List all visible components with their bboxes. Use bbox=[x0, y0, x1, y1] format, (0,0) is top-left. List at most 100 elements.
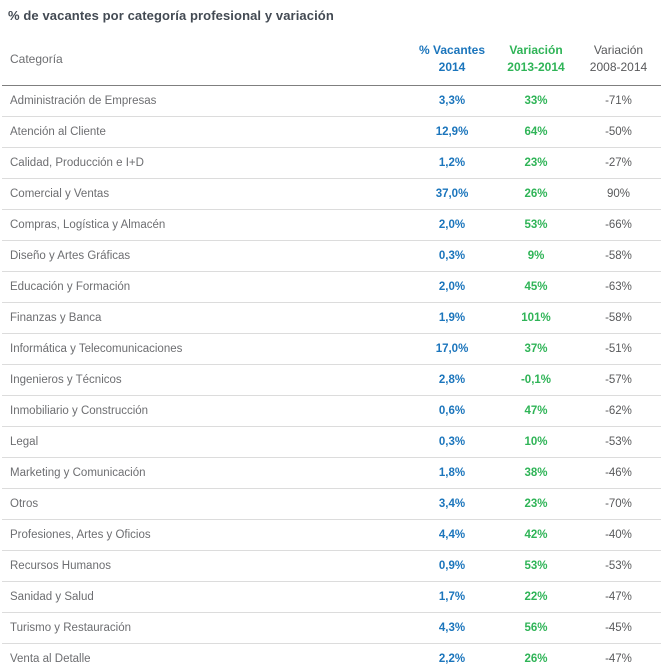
vacantes-2014-cell: 1,9% bbox=[408, 302, 496, 334]
vacantes-2014-cell: 3,4% bbox=[408, 488, 496, 520]
vacantes-2014-cell: 4,3% bbox=[408, 612, 496, 644]
column-header-category: Categoría bbox=[2, 34, 408, 86]
table-header-row: Categoría % Vacantes 2014 Variación 2013… bbox=[2, 34, 661, 86]
variacion-2008-2014-cell: -62% bbox=[576, 395, 661, 427]
category-cell: Atención al Cliente bbox=[2, 116, 408, 148]
variacion-2008-2014-cell: -27% bbox=[576, 147, 661, 179]
table-header: Categoría % Vacantes 2014 Variación 2013… bbox=[2, 34, 661, 86]
category-cell: Inmobiliario y Construcción bbox=[2, 395, 408, 427]
variacion-2008-2014-cell: -71% bbox=[605, 95, 632, 107]
variacion-2013-2014-cell: 10% bbox=[496, 426, 576, 458]
table-row: Calidad, Producción e I+D 1,2% 23% -27% bbox=[2, 147, 661, 179]
variacion-2008-2014-cell: -58% bbox=[576, 240, 661, 272]
table-row: Educación y Formación 2,0% 45% -63% bbox=[2, 271, 661, 303]
vacantes-2014-cell: 37,0% bbox=[408, 178, 496, 210]
category-cell: Finanzas y Banca bbox=[2, 302, 408, 334]
table-row: Recursos Humanos 0,9% 53% -53% bbox=[2, 550, 661, 582]
category-cell: Otros bbox=[2, 488, 408, 520]
variacion-2013-2014-cell: 53% bbox=[496, 209, 576, 241]
variacion-2008-2014-cell: 90% bbox=[576, 178, 661, 210]
vacantes-2014-cell: 0,6% bbox=[408, 395, 496, 427]
category-cell: Calidad, Producción e I+D bbox=[2, 147, 408, 179]
vacantes-2014-cell: 2,2% bbox=[408, 643, 496, 669]
variacion-2013-2014-cell: 47% bbox=[496, 395, 576, 427]
category-cell: Venta al Detalle bbox=[2, 643, 408, 669]
vacantes-2014-cell: 0,3% bbox=[408, 240, 496, 272]
variacion-2008-2014-cell: -53% bbox=[576, 426, 661, 458]
table-row: Profesiones, Artes y Oficios 4,4% 42% -40% bbox=[2, 519, 661, 551]
variacion-2013-2014-cell: 22% bbox=[496, 581, 576, 613]
category-cell: Legal bbox=[2, 426, 408, 458]
category-cell: Compras, Logística y Almacén bbox=[2, 209, 408, 241]
variacion-2008-2014-cell: -45% bbox=[576, 612, 661, 644]
variacion-2013-2014-cell: 38% bbox=[496, 457, 576, 489]
variacion-2013-2014-cell: 64% bbox=[496, 116, 576, 148]
vacantes-2014-cell: 2,0% bbox=[408, 209, 496, 241]
category-cell: Profesiones, Artes y Oficios bbox=[2, 519, 408, 551]
variacion-2013-2014-cell: 23% bbox=[496, 488, 576, 520]
variacion-2008-2014-cell: -63% bbox=[576, 271, 661, 303]
table-row: Informática y Telecomunicaciones 17,0% 37%… bbox=[2, 333, 661, 365]
category-cell: Comercial y Ventas bbox=[2, 178, 408, 210]
table-row: Venta al Detalle 2,2% 26% -47% bbox=[2, 643, 661, 669]
variacion-2013-2014-cell: 26% bbox=[496, 178, 576, 210]
variacion-2013-2014-cell: 37% bbox=[496, 333, 576, 365]
variacion-2013-2014-cell: 101% bbox=[496, 302, 576, 334]
vacantes-2014-cell: 3,3% bbox=[438, 95, 466, 107]
category-cell: Recursos Humanos bbox=[2, 550, 408, 582]
column-header-variacion-2008-2014: Variación 2008-2014 bbox=[576, 34, 661, 86]
vacantes-2014-cell: 0,9% bbox=[408, 550, 496, 582]
table-row: Otros 3,4% 23% -70% bbox=[2, 488, 661, 520]
variacion-2013-2014-cell: 9% bbox=[496, 240, 576, 272]
variacion-2008-2014-cell: -58% bbox=[576, 302, 661, 334]
vacantes-2014-cell: 2,8% bbox=[408, 364, 496, 396]
table-row: Administración de Empresas 3,3% 33% -71% bbox=[2, 86, 661, 117]
vacantes-2014-cell: 4,4% bbox=[408, 519, 496, 551]
table-row: Legal 0,3% 10% -53% bbox=[2, 426, 661, 458]
vacantes-2014-cell: 2,0% bbox=[408, 271, 496, 303]
variacion-2008-2014-cell: -53% bbox=[576, 550, 661, 582]
variacion-2008-2014-cell: -57% bbox=[576, 364, 661, 396]
variacion-2013-2014-cell: 45% bbox=[496, 271, 576, 303]
page-title: % de vacantes por categoría profesional … bbox=[8, 8, 334, 23]
variacion-2013-2014-cell: 42% bbox=[496, 519, 576, 551]
category-cell: Administración de Empresas bbox=[10, 95, 157, 107]
variacion-2013-2014-cell: -0,1% bbox=[496, 364, 576, 396]
variacion-2008-2014-cell: -40% bbox=[576, 519, 661, 551]
category-cell: Ingenieros y Técnicos bbox=[2, 364, 408, 396]
vacantes-2014-cell: 1,2% bbox=[408, 147, 496, 179]
variacion-2008-2014-cell: -50% bbox=[576, 116, 661, 148]
variacion-2008-2014-cell: -47% bbox=[576, 581, 661, 613]
category-cell: Marketing y Comunicación bbox=[2, 457, 408, 489]
category-cell: Sanidad y Salud bbox=[2, 581, 408, 613]
table-row: Turismo y Restauración 4,3% 56% -45% bbox=[2, 612, 661, 644]
table-row: Marketing y Comunicación 1,8% 38% -46% bbox=[2, 457, 661, 489]
category-cell: Diseño y Artes Gráficas bbox=[2, 240, 408, 272]
category-cell: Informática y Telecomunicaciones bbox=[2, 333, 408, 365]
table-row: Ingenieros y Técnicos 2,8% -0,1% -57% bbox=[2, 364, 661, 396]
variacion-2008-2014-cell: -47% bbox=[576, 643, 661, 669]
variacion-2013-2014-cell: 56% bbox=[496, 612, 576, 644]
variacion-2008-2014-cell: -51% bbox=[576, 333, 661, 365]
column-header-variacion-2013-2014: Variación 2013-2014 bbox=[496, 34, 576, 86]
variacion-2008-2014-cell: -70% bbox=[576, 488, 661, 520]
vacancy-table: Categoría % Vacantes 2014 Variación 2013… bbox=[2, 34, 661, 669]
variacion-2008-2014-cell: -66% bbox=[576, 209, 661, 241]
category-cell: Turismo y Restauración bbox=[2, 612, 408, 644]
column-header-vacantes-2014: % Vacantes 2014 bbox=[408, 34, 496, 86]
variacion-2013-2014-cell: 33% bbox=[524, 95, 548, 107]
category-cell: Educación y Formación bbox=[2, 271, 408, 303]
variacion-2008-2014-cell: -46% bbox=[576, 457, 661, 489]
vacantes-2014-cell: 17,0% bbox=[408, 333, 496, 365]
variacion-2013-2014-cell: 23% bbox=[496, 147, 576, 179]
table-row: Sanidad y Salud 1,7% 22% -47% bbox=[2, 581, 661, 613]
variacion-2013-2014-cell: 53% bbox=[496, 550, 576, 582]
table-row: Finanzas y Banca 1,9% 101% -58% bbox=[2, 302, 661, 334]
variacion-2013-2014-cell: 26% bbox=[496, 643, 576, 669]
vacantes-2014-cell: 0,3% bbox=[408, 426, 496, 458]
table-row: Atención al Cliente 12,9% 64% -50% bbox=[2, 116, 661, 148]
vacantes-2014-cell: 1,7% bbox=[408, 581, 496, 613]
table-row: Compras, Logística y Almacén 2,0% 53% -66% bbox=[2, 209, 661, 241]
table-row: Diseño y Artes Gráficas 0,3% 9% -58% bbox=[2, 240, 661, 272]
